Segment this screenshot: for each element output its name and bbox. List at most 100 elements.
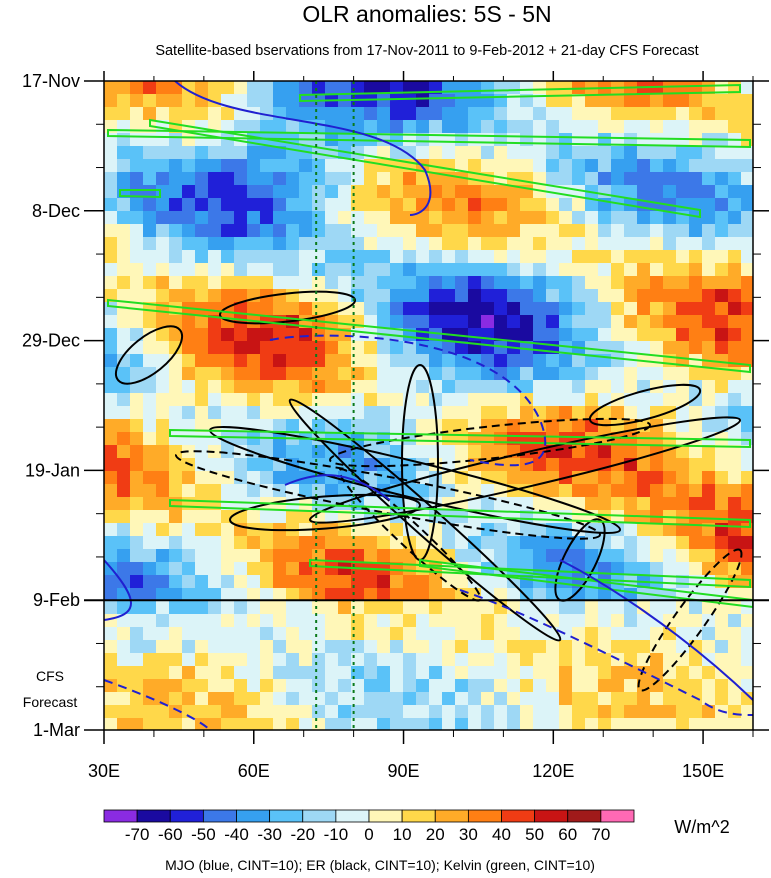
anomaly-cell <box>494 445 508 459</box>
anomaly-cell <box>325 575 339 589</box>
anomaly-cell <box>364 120 378 134</box>
anomaly-cell <box>299 627 313 641</box>
anomaly-cell <box>117 653 131 667</box>
anomaly-cell <box>403 679 417 693</box>
anomaly-cell <box>221 536 235 550</box>
anomaly-cell <box>143 159 157 173</box>
anomaly-cell <box>156 198 170 212</box>
anomaly-cell <box>208 289 222 303</box>
anomaly-cell <box>676 445 690 459</box>
anomaly-cell <box>624 302 638 316</box>
anomaly-cell <box>273 172 287 186</box>
anomaly-cell <box>572 263 586 277</box>
anomaly-cell <box>585 588 599 602</box>
anomaly-cell <box>247 237 261 251</box>
anomaly-cell <box>689 263 703 277</box>
anomaly-cell <box>455 692 469 706</box>
kelvin-contour <box>169 498 751 529</box>
anomaly-cell <box>416 393 430 407</box>
anomaly-cell <box>351 172 365 186</box>
anomaly-cell <box>234 263 248 277</box>
anomaly-cell <box>377 705 391 719</box>
anomaly-cell <box>520 107 534 121</box>
anomaly-cell <box>299 107 313 121</box>
anomaly-cell <box>650 458 664 472</box>
anomaly-cell <box>299 198 313 212</box>
anomaly-cell <box>182 510 196 524</box>
anomaly-cell <box>273 302 287 316</box>
anomaly-cell <box>403 354 417 368</box>
anomaly-cell <box>234 614 248 628</box>
anomaly-cell <box>208 406 222 420</box>
anomaly-cell <box>195 133 209 147</box>
anomaly-cell <box>364 666 378 680</box>
anomaly-cell <box>312 341 326 355</box>
anomaly-cell <box>572 640 586 654</box>
anomaly-cell <box>429 445 443 459</box>
anomaly-cell <box>481 341 495 355</box>
anomaly-cell <box>728 523 742 537</box>
anomaly-cell <box>546 367 560 381</box>
anomaly-cell <box>650 601 664 615</box>
anomaly-cell <box>390 133 404 147</box>
anomaly-cell <box>715 549 729 563</box>
anomaly-cell <box>559 601 573 615</box>
anomaly-cell <box>130 718 144 730</box>
anomaly-cell <box>416 627 430 641</box>
anomaly-cell <box>273 276 287 290</box>
anomaly-cell <box>143 419 157 433</box>
colorbar-swatch <box>401 809 436 823</box>
kelvin-contour <box>169 428 751 449</box>
anomaly-cell <box>663 705 677 719</box>
anomaly-cell <box>728 627 742 641</box>
anomaly-cell <box>585 302 599 316</box>
anomaly-cell <box>572 328 586 342</box>
anomaly-cell <box>624 120 638 134</box>
anomaly-cell <box>195 705 209 719</box>
anomaly-cell <box>559 237 573 251</box>
anomaly-cell <box>416 679 430 693</box>
anomaly-cell <box>715 224 729 238</box>
anomaly-cell <box>208 523 222 537</box>
anomaly-cell <box>663 653 677 667</box>
anomaly-cell <box>442 679 456 693</box>
anomaly-cell <box>598 107 612 121</box>
anomaly-cell <box>741 237 753 251</box>
er-contour <box>328 417 652 468</box>
anomaly-cell <box>299 250 313 264</box>
anomaly-cell <box>663 94 677 108</box>
anomaly-cell <box>442 380 456 394</box>
anomaly-cell <box>338 536 352 550</box>
anomaly-cell <box>455 640 469 654</box>
anomaly-cell <box>286 94 300 108</box>
anomaly-cell <box>247 263 261 277</box>
anomaly-cell <box>286 718 300 730</box>
anomaly-cell <box>442 185 456 199</box>
anomaly-cell <box>143 380 157 394</box>
anomaly-cell <box>403 276 417 290</box>
anomaly-cell <box>429 302 443 316</box>
anomaly-cell <box>195 211 209 225</box>
anomaly-cell <box>312 406 326 420</box>
anomaly-cell <box>390 276 404 290</box>
anomaly-cell <box>702 263 716 277</box>
anomaly-cell <box>221 341 235 355</box>
anomaly-cell <box>130 419 144 433</box>
anomaly-cell <box>546 146 560 160</box>
anomaly-cell <box>559 406 573 420</box>
anomaly-cell <box>247 640 261 654</box>
anomaly-cell <box>481 627 495 641</box>
anomaly-cell <box>715 653 729 667</box>
anomaly-cell <box>143 549 157 563</box>
anomaly-cell <box>741 211 753 225</box>
anomaly-cell <box>195 692 209 706</box>
anomaly-cell <box>702 679 716 693</box>
anomaly-cell <box>104 393 118 407</box>
anomaly-cell <box>156 302 170 316</box>
anomaly-cell <box>286 237 300 251</box>
anomaly-cell <box>702 198 716 212</box>
anomaly-cell <box>520 146 534 160</box>
colorbar-units: W/m^2 <box>674 817 729 837</box>
anomaly-cell <box>559 393 573 407</box>
anomaly-cell <box>533 536 547 550</box>
